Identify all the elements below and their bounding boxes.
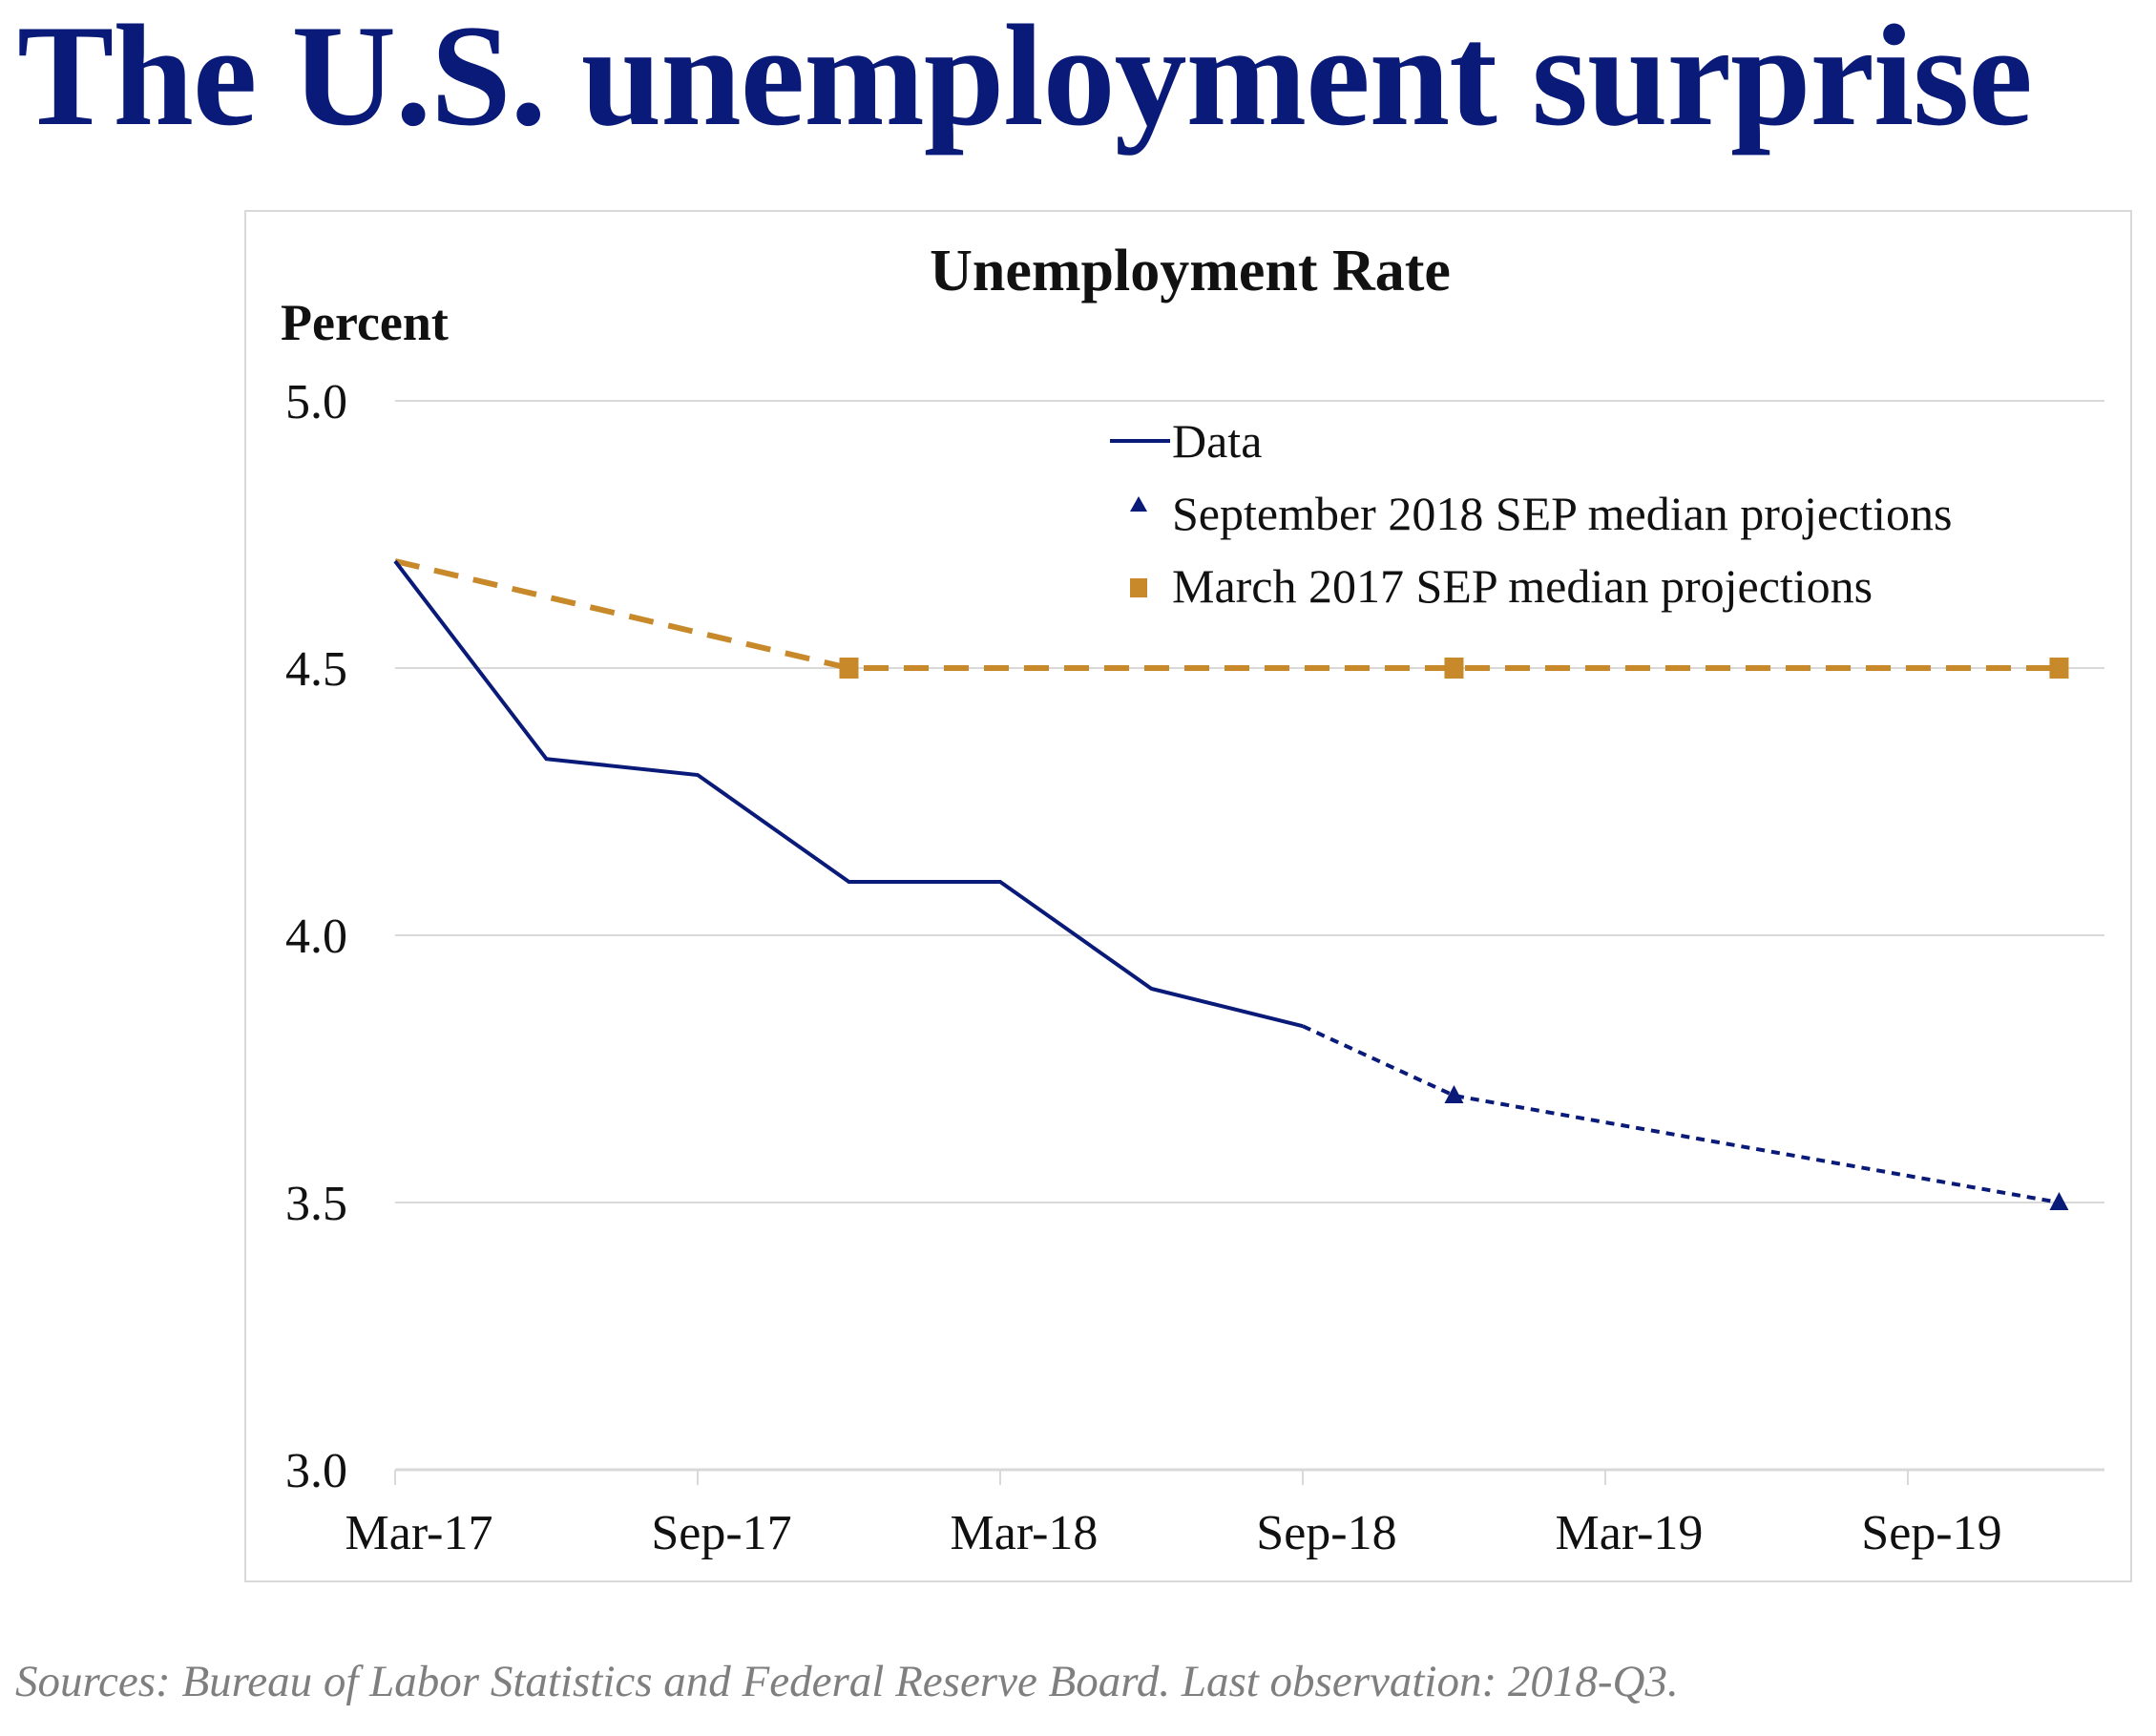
legend-label-sep2018: September 2018 SEP median projections (1172, 487, 1952, 540)
y-tick-label: 4.5 (285, 642, 347, 697)
x-axis-ticks: Mar-17 Sep-17 Mar-18 Sep-18 Mar-19 Sep-19 (345, 1470, 2002, 1560)
marker-square-march-2017-sep (1444, 658, 1464, 679)
page-title: The U.S. unemployment surprise (17, 0, 2033, 156)
legend-label-data: Data (1172, 414, 1262, 468)
unemployment-chart: Unemployment Rate Percent 5.0 4.5 4.0 3.5 3.… (281, 239, 2104, 1560)
series-line-data (393, 559, 1304, 1029)
legend-label-mar2017: March 2017 SEP median projections (1172, 559, 1873, 613)
x-tick-label: Sep-18 (1256, 1506, 1396, 1560)
y-axis-label: Percent (281, 294, 449, 351)
y-tick-label: 3.5 (285, 1177, 347, 1231)
y-tick-label: 5.0 (285, 375, 347, 429)
y-axis-ticks: 5.0 4.5 4.0 3.5 3.0 (285, 375, 347, 1498)
x-tick-label: Mar-18 (951, 1506, 1099, 1560)
y-tick-label: 3.0 (285, 1444, 347, 1498)
x-tick-label: Sep-19 (1861, 1506, 2001, 1560)
x-tick-label: Mar-19 (1556, 1506, 1704, 1560)
chart-frame: Unemployment Rate Percent 5.0 4.5 4.0 3.5 3.… (244, 210, 2132, 1582)
source-note: Sources: Bureau of Labor Statistics and … (15, 1657, 1679, 1706)
legend-swatch-mar2017-square (1130, 578, 1147, 597)
x-tick-label: Mar-17 (345, 1506, 493, 1560)
legend-swatch-sep2018-triangle (1130, 496, 1147, 512)
chart-title: Unemployment Rate (930, 239, 1451, 303)
gridlines (395, 400, 2104, 1472)
marker-square-march-2017-sep (2049, 658, 2069, 679)
y-tick-label: 4.0 (285, 910, 347, 964)
series (393, 558, 2069, 1210)
marker-square-march-2017-sep (839, 658, 859, 679)
legend: Data September 2018 SEP median projectio… (1110, 414, 1952, 613)
series-line-sep-2018 (1302, 1024, 2060, 1204)
series-line-march-2017-sep (394, 558, 2060, 671)
marker-triangle-sep-2018 (1444, 1085, 1464, 1103)
x-tick-label: Sep-17 (651, 1506, 791, 1560)
marker-triangle-sep-2018 (2049, 1192, 2069, 1210)
